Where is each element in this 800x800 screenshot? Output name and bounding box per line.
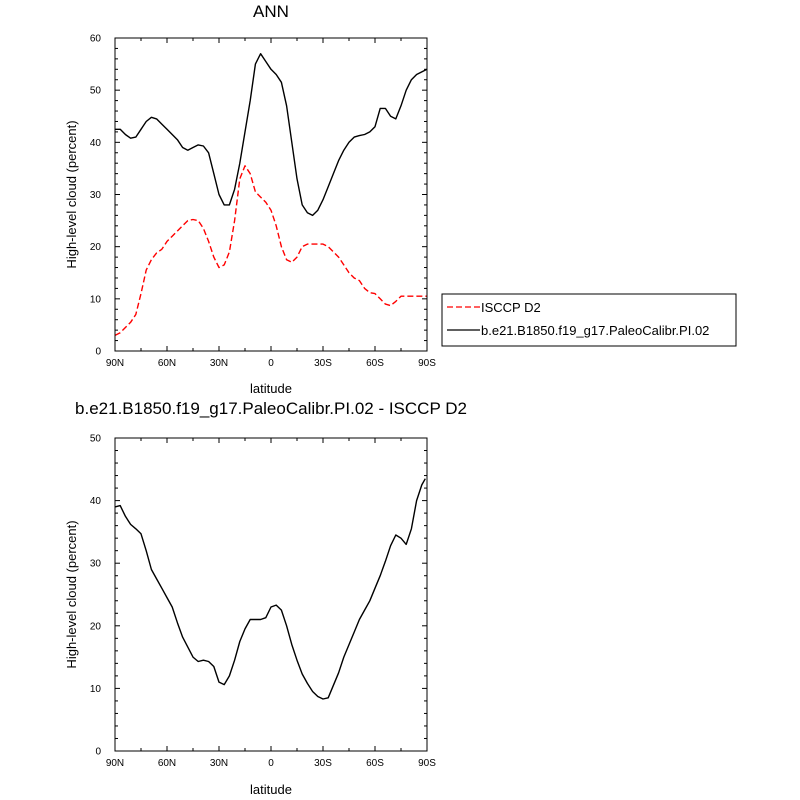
top-chart-title: ANN xyxy=(253,2,289,21)
top-chart-xlabel: latitude xyxy=(250,381,292,396)
top-chart-panel: ANN 90N 60N 30N 0 30S 60S 90S 0 10 20 30 40 50 60 lat… xyxy=(64,2,737,396)
top-chart-x-tick-label: 30N xyxy=(210,358,228,369)
bottom-chart-y-tick-label: 30 xyxy=(90,559,102,570)
bottom-chart-x-tick-label: 60S xyxy=(366,758,384,769)
legend-label-model: b.e21.B1850.f19_g17.PaleoCalibr.PI.02 xyxy=(481,323,709,338)
top-chart-y-tick-label: 40 xyxy=(90,138,102,149)
top-chart-x-tick-label: 90S xyxy=(418,358,436,369)
bottom-chart-title: b.e21.B1850.f19_g17.PaleoCalibr.PI.02 - … xyxy=(75,399,467,418)
bottom-chart-x-tick-label: 0 xyxy=(268,758,274,769)
bottom-chart-x-tick-label: 90S xyxy=(418,758,436,769)
legend-box xyxy=(441,293,737,347)
top-chart-series-line-1 xyxy=(115,53,428,217)
top-chart-y-tick-label: 60 xyxy=(90,34,102,45)
top-chart-y-tick-label: 30 xyxy=(90,190,102,201)
bottom-chart-x-tick-label: 90N xyxy=(106,758,124,769)
top-chart-frame xyxy=(114,37,428,352)
bottom-chart-x-tick-label: 30N xyxy=(210,758,228,769)
top-chart-y-tick-label: 50 xyxy=(90,86,102,97)
bottom-chart-y-tick-label: 40 xyxy=(90,496,102,507)
bottom-chart-x-tick-label: 30S xyxy=(314,758,332,769)
top-chart-x-tick-label: 60N xyxy=(158,358,176,369)
top-chart-x-tick-label: 0 xyxy=(268,358,274,369)
bottom-chart-series-line-0 xyxy=(114,478,426,700)
bottom-chart-y-tick-label: 50 xyxy=(90,434,102,445)
top-chart-y-tick-label: 20 xyxy=(90,242,102,253)
bottom-chart-x-tick-label: 60N xyxy=(158,758,176,769)
top-chart-ylabel: High-level cloud (percent) xyxy=(64,120,79,268)
top-chart-y-tick-label: 0 xyxy=(95,347,101,358)
top-chart-x-tick-label: 90N xyxy=(106,358,124,369)
bottom-chart-ylabel: High-level cloud (percent) xyxy=(64,520,79,668)
legend: ISCCP D2 b.e21.B1850.f19_g17.PaleoCalibr… xyxy=(441,293,737,347)
bottom-chart-y-tick-label: 10 xyxy=(90,684,102,695)
top-chart-x-tick-label: 60S xyxy=(366,358,384,369)
bottom-chart-marks: 90N 60N 30N 0 30S 60S 90S 0 10 20 30 40 50 xyxy=(90,434,436,770)
bottom-chart-frame xyxy=(114,437,428,752)
bottom-chart-y-tick-label: 0 xyxy=(95,747,101,758)
top-chart-series-line-0 xyxy=(114,165,427,337)
bottom-chart-y-tick-label: 20 xyxy=(90,621,102,632)
top-chart-x-tick-label: 30S xyxy=(314,358,332,369)
bottom-chart-xlabel: latitude xyxy=(250,782,292,797)
top-chart-y-tick-label: 10 xyxy=(90,294,102,305)
top-chart-marks: 90N 60N 30N 0 30S 60S 90S 0 10 20 30 40 50 60 xyxy=(90,34,436,370)
legend-label-isccp: ISCCP D2 xyxy=(481,300,541,315)
bottom-chart-panel: b.e21.B1850.f19_g17.PaleoCalibr.PI.02 - … xyxy=(64,399,467,797)
